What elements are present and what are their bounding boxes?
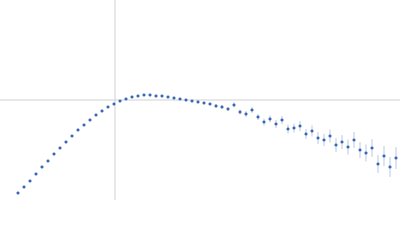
data-point bbox=[88, 118, 92, 122]
data-point bbox=[226, 107, 230, 111]
data-point bbox=[208, 102, 212, 106]
data-point bbox=[268, 117, 272, 121]
data-point bbox=[76, 128, 80, 132]
data-point bbox=[70, 134, 74, 138]
data-point bbox=[304, 132, 308, 136]
data-point bbox=[328, 134, 332, 138]
data-point bbox=[142, 93, 146, 97]
data-point bbox=[364, 151, 368, 155]
data-point bbox=[136, 94, 140, 98]
data-point bbox=[58, 146, 62, 150]
data-point bbox=[346, 145, 350, 149]
data-point bbox=[334, 143, 338, 147]
data-point bbox=[124, 97, 128, 101]
data-point bbox=[172, 96, 176, 100]
data-point bbox=[52, 152, 56, 156]
data-point bbox=[190, 99, 194, 103]
data-point bbox=[178, 97, 182, 101]
data-point bbox=[106, 105, 110, 109]
data-point bbox=[130, 95, 134, 99]
data-point bbox=[256, 115, 260, 119]
data-point bbox=[382, 154, 386, 158]
data-point bbox=[322, 138, 326, 142]
data-point bbox=[28, 179, 32, 183]
data-point bbox=[298, 124, 302, 128]
data-point bbox=[244, 112, 248, 116]
data-point bbox=[184, 98, 188, 102]
data-point bbox=[202, 101, 206, 105]
data-point bbox=[220, 105, 224, 109]
data-point bbox=[394, 156, 398, 160]
data-point bbox=[316, 136, 320, 140]
data-point bbox=[340, 140, 344, 144]
data-point bbox=[286, 127, 290, 131]
data-point bbox=[214, 104, 218, 108]
data-point bbox=[154, 94, 158, 98]
data-point bbox=[160, 94, 164, 98]
chart bbox=[0, 0, 400, 200]
data-point bbox=[352, 138, 356, 142]
data-point bbox=[46, 159, 50, 163]
data-point bbox=[292, 126, 296, 130]
data-point bbox=[280, 118, 284, 122]
data-point bbox=[232, 103, 236, 107]
data-point bbox=[196, 100, 200, 104]
data-point bbox=[82, 123, 86, 127]
data-point bbox=[94, 113, 98, 117]
data-point bbox=[40, 165, 44, 169]
data-point bbox=[64, 140, 68, 144]
data-point bbox=[112, 102, 116, 106]
data-point bbox=[262, 120, 266, 124]
data-point bbox=[274, 122, 278, 126]
data-point bbox=[358, 148, 362, 152]
data-point bbox=[166, 95, 170, 99]
data-point bbox=[310, 129, 314, 133]
data-point bbox=[100, 109, 104, 113]
data-point bbox=[370, 146, 374, 150]
data-point bbox=[376, 162, 380, 166]
data-point bbox=[148, 93, 152, 97]
data-point bbox=[388, 165, 392, 169]
data-point bbox=[238, 110, 242, 114]
data-point bbox=[118, 99, 122, 103]
data-point bbox=[34, 172, 38, 176]
data-point bbox=[16, 191, 20, 195]
data-point bbox=[250, 108, 254, 112]
data-point bbox=[22, 185, 26, 189]
